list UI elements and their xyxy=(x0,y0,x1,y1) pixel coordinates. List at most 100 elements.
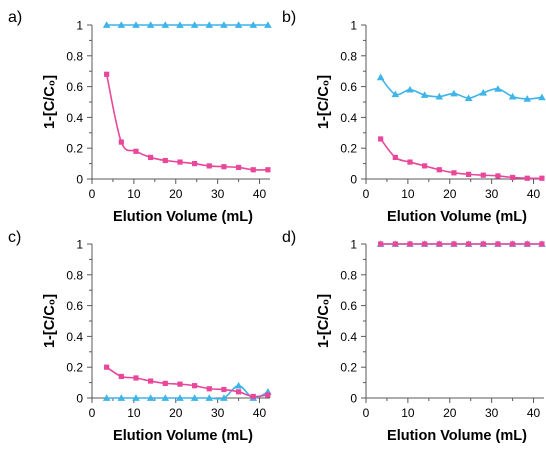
y-axis-title: 1-[C/C₀] xyxy=(42,294,58,348)
x-axis-title: Elution Volume (mL) xyxy=(387,209,527,225)
x-tick-label: 40 xyxy=(527,187,541,201)
triangle-marker xyxy=(132,394,140,401)
x-tick-label: 10 xyxy=(401,406,415,420)
triangle-marker xyxy=(234,381,243,389)
square-marker xyxy=(148,154,154,161)
x-tick-label: 10 xyxy=(401,187,415,201)
y-tick-label: 0.4 xyxy=(340,111,357,125)
triangle-marker xyxy=(176,21,184,28)
square-marker xyxy=(495,241,501,247)
series-line-triangle xyxy=(380,76,543,100)
triangle-marker xyxy=(249,21,258,28)
square-marker xyxy=(235,389,242,395)
y-tick-label: 0.2 xyxy=(66,361,83,375)
panel-label: d) xyxy=(282,229,296,246)
x-tick-label: 20 xyxy=(443,187,457,201)
y-tick-label: 0.4 xyxy=(66,330,83,344)
square-marker xyxy=(221,386,227,393)
triangle-marker xyxy=(102,21,111,28)
y-tick-label: 0.8 xyxy=(66,49,83,63)
y-tick-label: 0.2 xyxy=(66,142,83,156)
square-marker xyxy=(265,392,271,398)
square-marker xyxy=(451,241,457,247)
y-tick-label: 1 xyxy=(76,238,83,252)
y-tick-label: 0 xyxy=(350,392,357,406)
triangle-marker xyxy=(494,85,502,92)
square-marker xyxy=(378,241,384,247)
y-tick-label: 0.4 xyxy=(340,330,357,344)
x-tick-label: 20 xyxy=(169,187,183,201)
square-marker xyxy=(436,167,442,173)
triangle-marker xyxy=(479,88,488,96)
x-tick-label: 30 xyxy=(211,187,225,201)
triangle-marker xyxy=(523,95,532,102)
square-marker xyxy=(133,148,139,154)
triangle-marker xyxy=(435,92,444,100)
triangle-marker xyxy=(508,92,517,100)
square-marker xyxy=(162,157,168,164)
y-tick-label: 0.2 xyxy=(340,142,357,156)
square-marker xyxy=(192,161,198,167)
y-tick-label: 0.8 xyxy=(340,268,357,282)
series-line-square xyxy=(106,366,269,398)
y-axis-title: 1-[C/C₀] xyxy=(316,294,332,348)
square-marker xyxy=(466,171,472,177)
square-marker xyxy=(524,175,530,181)
y-tick-label: 0.6 xyxy=(340,80,357,94)
x-axis-title: Elution Volume (mL) xyxy=(113,428,253,444)
y-axis-title: 1-[C/C₀] xyxy=(42,75,58,129)
square-marker xyxy=(133,375,139,381)
square-marker xyxy=(104,364,110,370)
triangle-marker xyxy=(264,21,272,28)
square-marker xyxy=(422,163,428,169)
triangle-marker xyxy=(220,394,228,401)
y-tick-label: 0.6 xyxy=(340,299,357,313)
x-tick-label: 40 xyxy=(253,406,267,420)
square-marker xyxy=(539,241,545,247)
x-tick-label: 0 xyxy=(363,187,370,201)
triangle-marker xyxy=(132,21,140,28)
square-marker xyxy=(495,173,501,179)
x-tick-label: 40 xyxy=(253,187,267,201)
square-marker xyxy=(148,378,154,384)
square-marker xyxy=(451,170,457,176)
x-tick-label: 10 xyxy=(127,406,141,420)
square-marker xyxy=(407,241,413,247)
x-tick-label: 0 xyxy=(89,406,96,420)
y-tick-label: 0.2 xyxy=(340,361,357,375)
y-tick-label: 1 xyxy=(76,19,83,33)
x-tick-label: 30 xyxy=(485,187,499,201)
triangle-marker xyxy=(117,21,126,28)
square-marker xyxy=(206,163,212,169)
triangle-marker xyxy=(376,73,385,81)
square-marker xyxy=(118,373,124,380)
triangle-marker xyxy=(538,93,546,101)
y-tick-label: 0.6 xyxy=(66,299,83,313)
square-marker xyxy=(104,71,110,77)
square-marker xyxy=(480,172,486,178)
x-tick-label: 0 xyxy=(363,406,370,420)
square-marker xyxy=(265,167,271,173)
x-tick-label: 30 xyxy=(485,406,499,420)
square-marker xyxy=(221,164,227,170)
triangle-marker xyxy=(176,394,184,401)
square-marker xyxy=(436,241,442,247)
triangle-marker xyxy=(220,21,228,28)
square-marker xyxy=(206,386,212,392)
y-tick-label: 0.4 xyxy=(66,111,83,125)
triangle-marker xyxy=(102,394,111,401)
y-tick-label: 0 xyxy=(76,173,83,187)
square-marker xyxy=(177,159,183,165)
y-tick-label: 0.6 xyxy=(66,80,83,94)
triangle-marker xyxy=(190,21,199,28)
y-tick-label: 0 xyxy=(76,392,83,406)
triangle-marker xyxy=(146,21,155,28)
triangle-marker xyxy=(161,394,170,401)
square-marker xyxy=(539,175,545,181)
x-tick-label: 0 xyxy=(89,187,96,201)
square-marker xyxy=(480,241,486,247)
